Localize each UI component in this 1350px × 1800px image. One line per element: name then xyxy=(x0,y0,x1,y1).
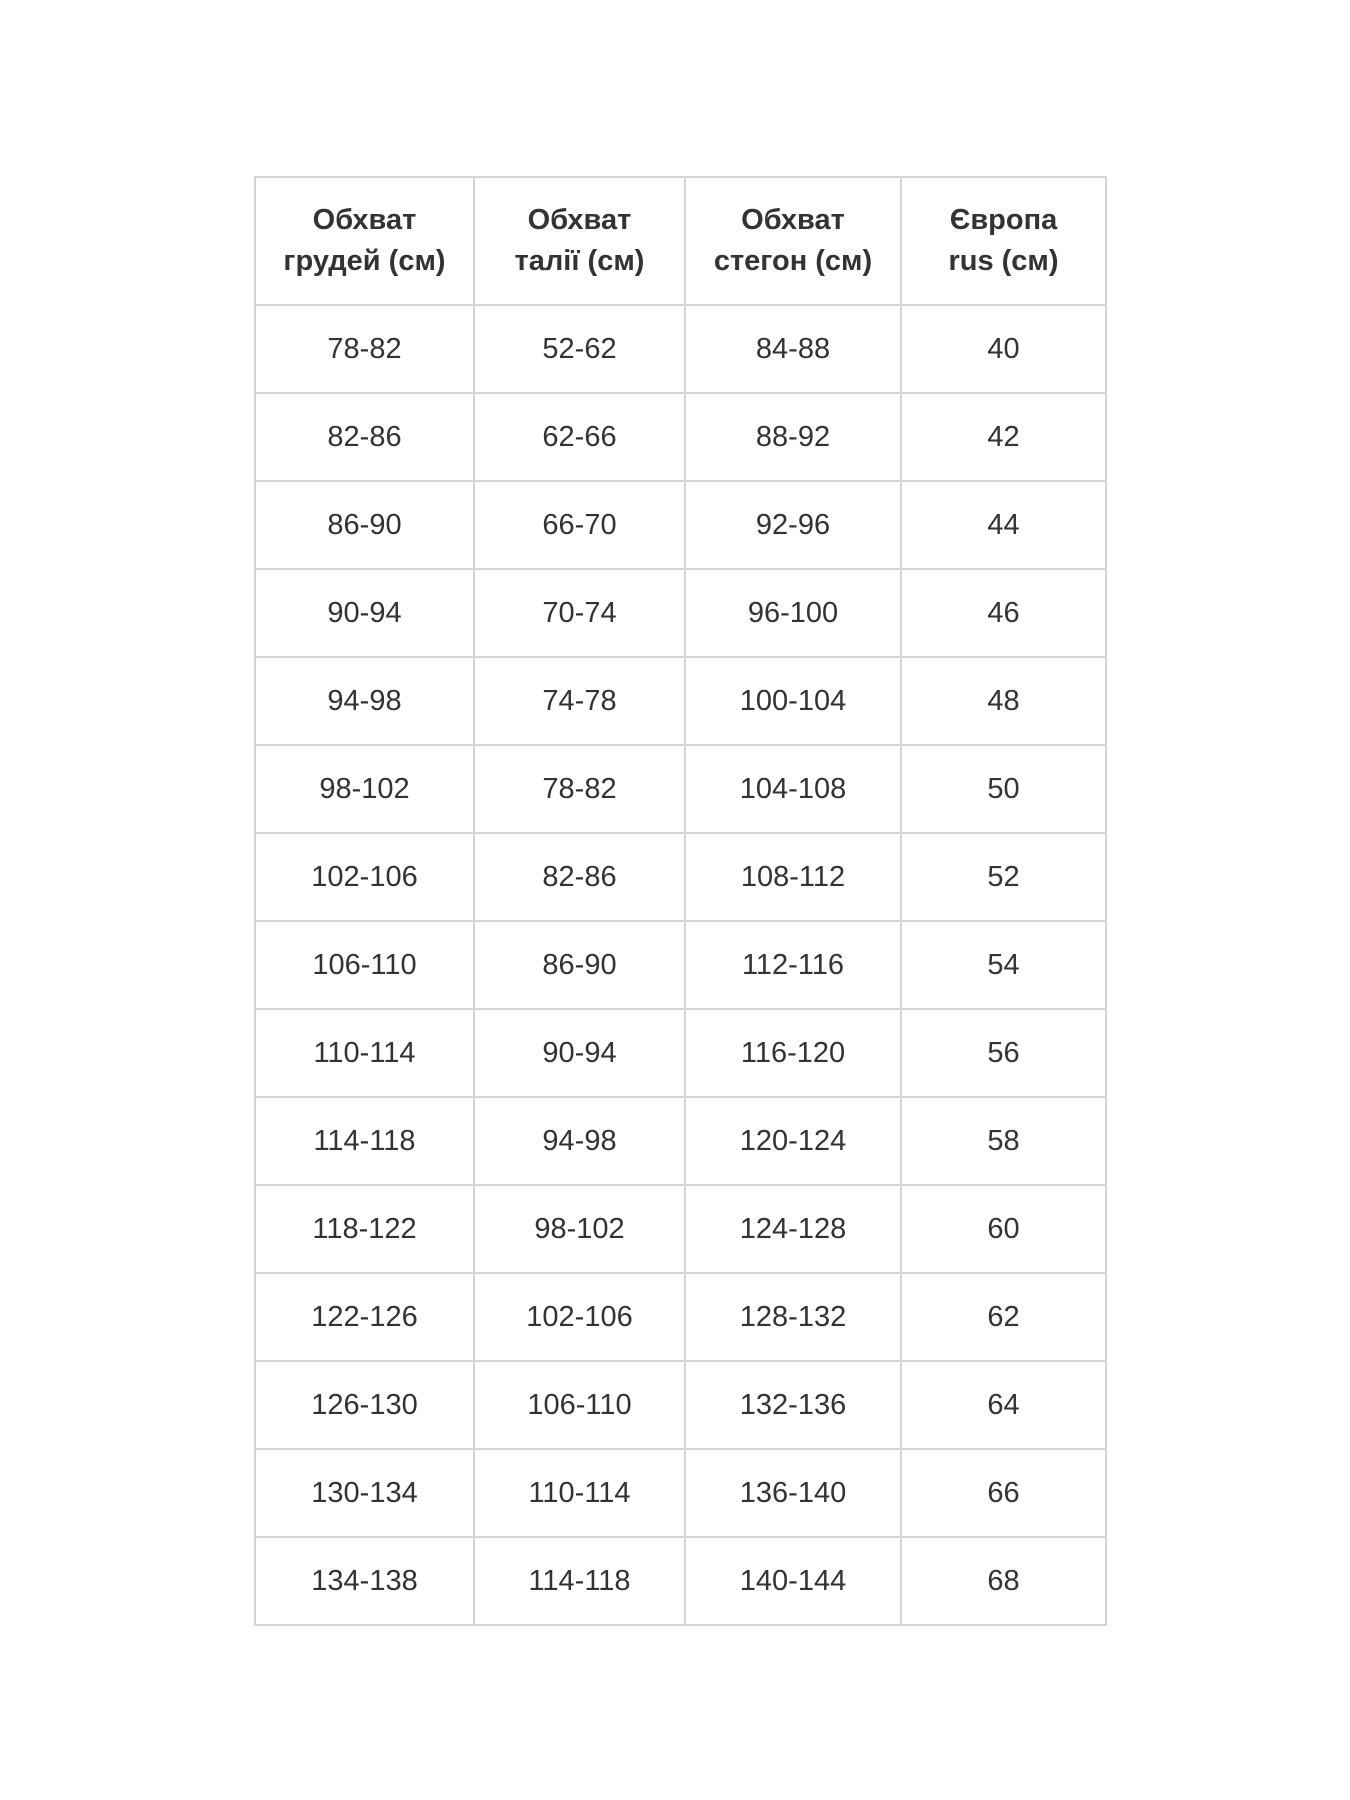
cell-waist: 78-82 xyxy=(473,744,686,834)
cell-hips: 120-124 xyxy=(684,1096,902,1186)
cell-europe-size: 42 xyxy=(900,392,1107,482)
cell-europe-size: 48 xyxy=(900,656,1107,746)
header-line: Європа xyxy=(949,204,1058,236)
table-row: 94-98 74-78 100-104 48 xyxy=(254,656,1107,746)
header-row: Обхват грудей (см) Обхват талії (см) Обхват с… xyxy=(254,176,1107,306)
header-line: Обхват xyxy=(312,204,417,236)
cell-chest: 106-110 xyxy=(254,920,475,1010)
cell-hips: 116-120 xyxy=(684,1008,902,1098)
header-hips: Обхват стегон (см) xyxy=(684,176,902,306)
cell-europe-size: 62 xyxy=(900,1272,1107,1362)
table-row: 118-122 98-102 124-128 60 xyxy=(254,1184,1107,1274)
cell-waist: 110-114 xyxy=(473,1448,686,1538)
cell-chest: 90-94 xyxy=(254,568,475,658)
cell-europe-size: 40 xyxy=(900,304,1107,394)
cell-waist: 70-74 xyxy=(473,568,686,658)
cell-chest: 94-98 xyxy=(254,656,475,746)
header-line: грудей (см) xyxy=(283,245,446,277)
cell-chest: 86-90 xyxy=(254,480,475,570)
cell-waist: 52-62 xyxy=(473,304,686,394)
cell-europe-size: 66 xyxy=(900,1448,1107,1538)
cell-chest: 118-122 xyxy=(254,1184,475,1274)
cell-hips: 128-132 xyxy=(684,1272,902,1362)
cell-waist: 74-78 xyxy=(473,656,686,746)
cell-europe-size: 54 xyxy=(900,920,1107,1010)
cell-chest: 126-130 xyxy=(254,1360,475,1450)
table-row: 110-114 90-94 116-120 56 xyxy=(254,1008,1107,1098)
cell-waist: 90-94 xyxy=(473,1008,686,1098)
cell-europe-size: 44 xyxy=(900,480,1107,570)
header-chest: Обхват грудей (см) xyxy=(254,176,475,306)
cell-hips: 92-96 xyxy=(684,480,902,570)
table-row: 114-118 94-98 120-124 58 xyxy=(254,1096,1107,1186)
table-row: 102-106 82-86 108-112 52 xyxy=(254,832,1107,922)
table-row: 126-130 106-110 132-136 64 xyxy=(254,1360,1107,1450)
cell-waist: 106-110 xyxy=(473,1360,686,1450)
cell-hips: 124-128 xyxy=(684,1184,902,1274)
cell-hips: 112-116 xyxy=(684,920,902,1010)
cell-hips: 84-88 xyxy=(684,304,902,394)
cell-hips: 104-108 xyxy=(684,744,902,834)
cell-europe-size: 50 xyxy=(900,744,1107,834)
cell-europe-size: 68 xyxy=(900,1536,1107,1626)
table-row: 78-82 52-62 84-88 40 xyxy=(254,304,1107,394)
cell-chest: 102-106 xyxy=(254,832,475,922)
cell-waist: 82-86 xyxy=(473,832,686,922)
cell-hips: 136-140 xyxy=(684,1448,902,1538)
cell-europe-size: 46 xyxy=(900,568,1107,658)
cell-hips: 108-112 xyxy=(684,832,902,922)
cell-europe-size: 60 xyxy=(900,1184,1107,1274)
table-row: 98-102 78-82 104-108 50 xyxy=(254,744,1107,834)
cell-waist: 114-118 xyxy=(473,1536,686,1626)
cell-hips: 132-136 xyxy=(684,1360,902,1450)
cell-chest: 122-126 xyxy=(254,1272,475,1362)
cell-hips: 140-144 xyxy=(684,1536,902,1626)
cell-europe-size: 58 xyxy=(900,1096,1107,1186)
cell-waist: 62-66 xyxy=(473,392,686,482)
table-row: 82-86 62-66 88-92 42 xyxy=(254,392,1107,482)
cell-waist: 66-70 xyxy=(473,480,686,570)
header-line: стегон (см) xyxy=(713,245,873,277)
header-line: талії (см) xyxy=(514,245,645,277)
cell-waist: 86-90 xyxy=(473,920,686,1010)
cell-hips: 96-100 xyxy=(684,568,902,658)
cell-waist: 102-106 xyxy=(473,1272,686,1362)
header-line: rus (см) xyxy=(948,245,1059,277)
cell-chest: 82-86 xyxy=(254,392,475,482)
header-line: Обхват xyxy=(527,204,632,236)
cell-chest: 98-102 xyxy=(254,744,475,834)
table-row: 90-94 70-74 96-100 46 xyxy=(254,568,1107,658)
table-row: 122-126 102-106 128-132 62 xyxy=(254,1272,1107,1362)
table-row: 130-134 110-114 136-140 66 xyxy=(254,1448,1107,1538)
cell-waist: 98-102 xyxy=(473,1184,686,1274)
cell-europe-size: 56 xyxy=(900,1008,1107,1098)
cell-hips: 100-104 xyxy=(684,656,902,746)
size-chart-table: Обхват грудей (см) Обхват талії (см) Обхват с… xyxy=(254,176,1107,1626)
header-line: Обхват xyxy=(741,204,845,236)
table-row: 86-90 66-70 92-96 44 xyxy=(254,480,1107,570)
table-row: 134-138 114-118 140-144 68 xyxy=(254,1536,1107,1626)
header-europe-size: Європа rus (см) xyxy=(900,176,1107,306)
table-row: 106-110 86-90 112-116 54 xyxy=(254,920,1107,1010)
cell-chest: 78-82 xyxy=(254,304,475,394)
cell-hips: 88-92 xyxy=(684,392,902,482)
cell-chest: 110-114 xyxy=(254,1008,475,1098)
header-waist: Обхват талії (см) xyxy=(473,176,686,306)
cell-europe-size: 52 xyxy=(900,832,1107,922)
cell-chest: 134-138 xyxy=(254,1536,475,1626)
cell-chest: 114-118 xyxy=(254,1096,475,1186)
cell-waist: 94-98 xyxy=(473,1096,686,1186)
cell-chest: 130-134 xyxy=(254,1448,475,1538)
cell-europe-size: 64 xyxy=(900,1360,1107,1450)
